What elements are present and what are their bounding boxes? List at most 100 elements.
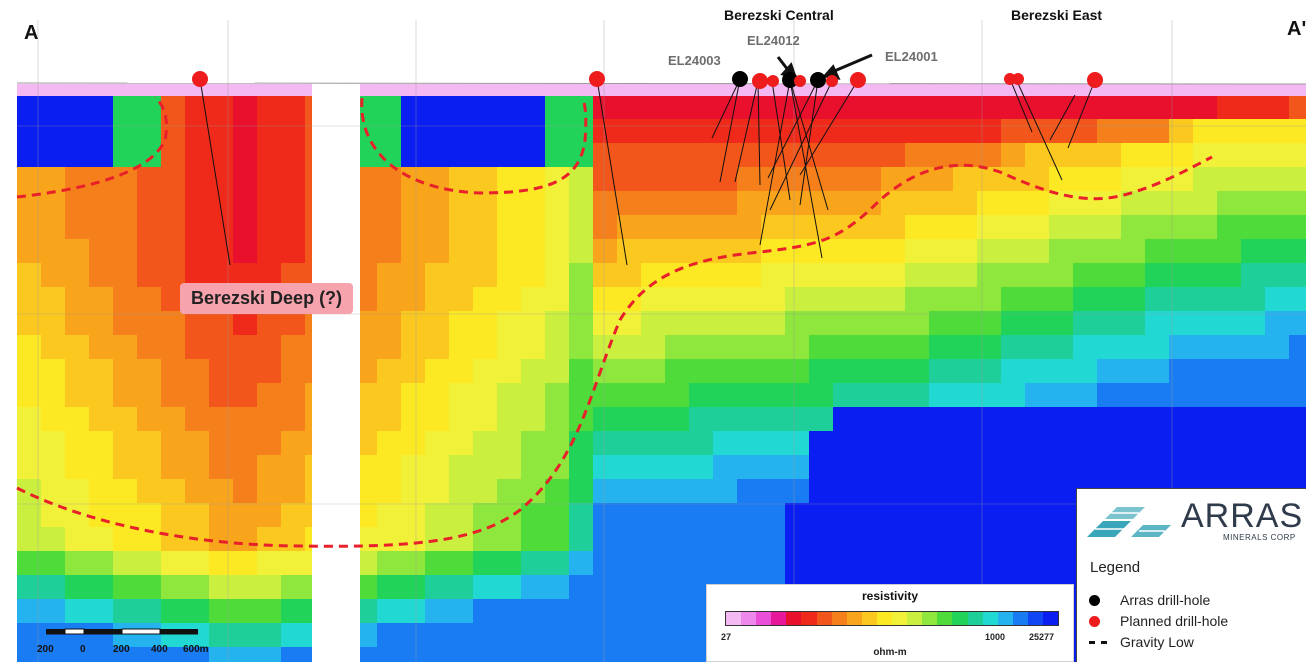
- resistivity-cell: [617, 191, 642, 216]
- resistivity-cell: [905, 215, 930, 240]
- resistivity-cell: [401, 527, 426, 552]
- resistivity-cell: [185, 143, 210, 168]
- resistivity-cell: [785, 191, 810, 216]
- resistivity-cell: [905, 479, 930, 504]
- resistivity-cell: [497, 191, 522, 216]
- resistivity-cell: [113, 623, 138, 648]
- resistivity-cell: [1241, 167, 1266, 192]
- resistivity-cell: [185, 383, 210, 408]
- legend-label-gravity: Gravity Low: [1120, 634, 1194, 650]
- resistivity-cell: [17, 167, 42, 192]
- resistivity-cell: [1073, 167, 1098, 192]
- colorbar-swatch: [937, 612, 953, 625]
- resistivity-cell: [593, 455, 618, 480]
- resistivity-cell: [137, 359, 162, 384]
- resistivity-cell: [737, 551, 762, 576]
- resistivity-cell: [1217, 431, 1242, 456]
- resistivity-cell: [545, 119, 570, 144]
- planned-drill-hole-dot: [192, 71, 208, 87]
- resistivity-cell: [833, 503, 858, 528]
- resistivity-cell: [617, 623, 642, 648]
- resistivity-cell: [857, 95, 882, 120]
- resistivity-cell: [569, 263, 594, 288]
- colorbar-swatch: [967, 612, 983, 625]
- resistivity-cell: [137, 95, 162, 120]
- colorbar-swatch: [756, 612, 772, 625]
- colorbar-scale: [725, 611, 1059, 626]
- resistivity-cell: [617, 95, 642, 120]
- resistivity-cell: [281, 479, 306, 504]
- resistivity-cell: [1025, 191, 1050, 216]
- resistivity-cell: [641, 479, 666, 504]
- resistivity-cell: [1121, 335, 1146, 360]
- resistivity-cell: [665, 359, 690, 384]
- resistivity-cell: [545, 479, 570, 504]
- resistivity-cell: [209, 623, 234, 648]
- resistivity-cell: [1097, 239, 1122, 264]
- resistivity-cell: [17, 383, 42, 408]
- resistivity-cell: [257, 119, 282, 144]
- resistivity-cell: [497, 335, 522, 360]
- resistivity-cell: [185, 647, 210, 662]
- resistivity-cell: [89, 239, 114, 264]
- resistivity-cell: [593, 431, 618, 456]
- resistivity-cell: [929, 335, 954, 360]
- resistivity-cell: [641, 431, 666, 456]
- resistivity-cell: [785, 215, 810, 240]
- resistivity-cell: [737, 167, 762, 192]
- resistivity-cell: [593, 383, 618, 408]
- resistivity-cell: [1289, 287, 1306, 312]
- resistivity-cell: [161, 143, 186, 168]
- resistivity-cell: [569, 623, 594, 648]
- resistivity-cell: [617, 599, 642, 624]
- resistivity-cell: [809, 263, 834, 288]
- resistivity-cell: [617, 575, 642, 600]
- resistivity-cell: [41, 167, 66, 192]
- resistivity-cell: [401, 407, 426, 432]
- resistivity-cell: [17, 359, 42, 384]
- resistivity-cell: [449, 287, 474, 312]
- resistivity-cell: [689, 359, 714, 384]
- resistivity-cell: [569, 479, 594, 504]
- colorbar-swatch: [786, 612, 802, 625]
- resistivity-cell: [1025, 359, 1050, 384]
- resistivity-cell: [1049, 407, 1074, 432]
- resistivity-cell: [713, 335, 738, 360]
- resistivity-cell: [41, 527, 66, 552]
- legend-label-arras: Arras drill-hole: [1120, 592, 1211, 608]
- resistivity-cell: [785, 359, 810, 384]
- resistivity-cell: [1145, 119, 1170, 144]
- resistivity-cell: [641, 311, 666, 336]
- resistivity-cell: [161, 335, 186, 360]
- resistivity-cell: [761, 503, 786, 528]
- resistivity-cell: [1145, 95, 1170, 120]
- resistivity-cell: [857, 503, 882, 528]
- resistivity-cell: [257, 431, 282, 456]
- resistivity-cell: [857, 263, 882, 288]
- resistivity-cell: [497, 215, 522, 240]
- resistivity-cell: [1145, 215, 1170, 240]
- resistivity-cell: [641, 647, 666, 662]
- resistivity-cell: [1193, 263, 1218, 288]
- resistivity-cell: [593, 263, 618, 288]
- resistivity-cell: [137, 287, 162, 312]
- resistivity-cell: [833, 335, 858, 360]
- resistivity-cell: [1241, 215, 1266, 240]
- resistivity-cell: [449, 623, 474, 648]
- resistivity-cell: [401, 335, 426, 360]
- resistivity-cell: [41, 191, 66, 216]
- resistivity-cell: [857, 479, 882, 504]
- resistivity-cell: [113, 215, 138, 240]
- resistivity-cell: [1241, 263, 1266, 288]
- resistivity-cell: [65, 287, 90, 312]
- resistivity-cell: [785, 335, 810, 360]
- resistivity-cell: [377, 311, 402, 336]
- resistivity-cell: [257, 407, 282, 432]
- resistivity-cell: [401, 95, 426, 120]
- resistivity-cell: [281, 551, 306, 576]
- resistivity-cell: [1241, 431, 1266, 456]
- resistivity-cell: [1025, 527, 1050, 552]
- resistivity-cell: [785, 455, 810, 480]
- resistivity-cell: [137, 215, 162, 240]
- resistivity-cell: [665, 119, 690, 144]
